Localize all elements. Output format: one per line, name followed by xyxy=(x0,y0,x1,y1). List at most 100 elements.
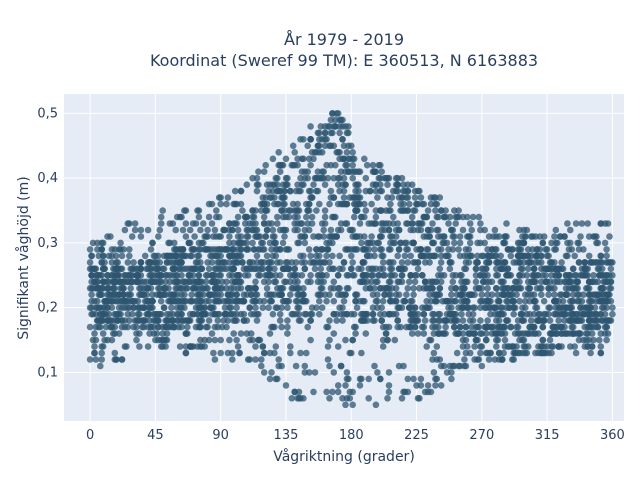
data-point xyxy=(433,226,441,234)
data-point xyxy=(371,362,378,370)
data-point xyxy=(330,330,338,337)
data-point xyxy=(260,213,268,221)
data-point xyxy=(597,330,605,337)
data-point xyxy=(305,207,313,214)
data-point xyxy=(461,356,468,363)
data-point xyxy=(558,343,565,350)
data-point xyxy=(565,246,573,253)
data-point xyxy=(295,395,303,402)
data-point xyxy=(276,272,284,279)
data-point xyxy=(498,356,506,363)
data-point xyxy=(406,304,413,312)
data-point xyxy=(548,259,555,266)
data-point xyxy=(404,246,412,253)
data-point xyxy=(282,174,290,182)
data-point xyxy=(349,401,357,409)
data-point xyxy=(514,252,522,260)
data-point xyxy=(583,285,590,292)
data-point xyxy=(494,336,502,344)
x-tick-label: 360 xyxy=(600,428,625,443)
data-point xyxy=(266,375,274,383)
data-point xyxy=(598,265,606,273)
data-point xyxy=(223,246,230,253)
data-point xyxy=(355,265,362,273)
data-point xyxy=(558,259,565,266)
data-point xyxy=(91,349,98,357)
data-point xyxy=(295,304,303,312)
data-point xyxy=(455,207,462,214)
data-point xyxy=(449,226,457,234)
data-point xyxy=(474,323,481,331)
data-point xyxy=(548,343,555,350)
data-point xyxy=(346,388,354,396)
data-point xyxy=(292,362,300,370)
data-point xyxy=(317,291,325,299)
data-point xyxy=(340,174,348,182)
data-point xyxy=(471,343,478,350)
data-point xyxy=(538,278,545,286)
data-point xyxy=(205,336,213,344)
data-point xyxy=(243,317,251,324)
data-point xyxy=(516,272,523,279)
data-point xyxy=(118,265,126,273)
data-point xyxy=(300,155,307,163)
data-point xyxy=(318,136,326,143)
data-point xyxy=(313,246,320,253)
data-point xyxy=(171,323,178,331)
data-point xyxy=(443,310,451,318)
data-point xyxy=(226,233,233,240)
data-point xyxy=(259,343,267,350)
data-point xyxy=(392,233,400,240)
data-point xyxy=(348,252,355,260)
data-point xyxy=(598,304,606,312)
data-point xyxy=(571,343,578,350)
data-point xyxy=(307,310,314,318)
data-point xyxy=(601,239,609,247)
data-point xyxy=(374,194,381,201)
data-point xyxy=(97,310,104,318)
data-point xyxy=(276,168,284,175)
data-point xyxy=(121,226,129,234)
data-point xyxy=(449,310,457,318)
data-point xyxy=(208,200,216,208)
data-point xyxy=(510,259,517,266)
data-point xyxy=(95,291,103,299)
data-point xyxy=(400,265,407,273)
data-point xyxy=(433,343,441,350)
x-axis-label: Vågriktning (grader) xyxy=(273,448,415,465)
data-point xyxy=(108,246,116,253)
data-point xyxy=(510,310,517,318)
data-point xyxy=(265,187,272,195)
data-point xyxy=(197,246,204,253)
data-point xyxy=(417,194,425,201)
data-point xyxy=(491,330,499,337)
data-point xyxy=(371,168,378,175)
data-point xyxy=(516,297,523,305)
data-point xyxy=(194,252,201,260)
data-point xyxy=(542,272,549,279)
data-point xyxy=(362,310,370,318)
data-point xyxy=(223,200,230,208)
data-point xyxy=(327,187,335,195)
data-point xyxy=(395,291,403,299)
data-point xyxy=(574,278,581,286)
data-point xyxy=(166,310,174,318)
data-point xyxy=(585,278,593,286)
data-point xyxy=(136,291,143,299)
data-point xyxy=(371,317,378,324)
data-point xyxy=(507,252,515,260)
data-point xyxy=(484,291,491,299)
data-point xyxy=(301,369,309,376)
data-point xyxy=(99,239,107,247)
data-point xyxy=(163,252,171,260)
data-point xyxy=(585,310,593,318)
data-point xyxy=(552,226,560,234)
data-point xyxy=(258,207,265,214)
data-point xyxy=(130,259,137,266)
data-point xyxy=(598,285,606,292)
data-point xyxy=(162,323,169,331)
data-point xyxy=(342,220,349,227)
data-point xyxy=(587,297,594,305)
data-point xyxy=(118,356,126,363)
data-point xyxy=(471,330,478,337)
